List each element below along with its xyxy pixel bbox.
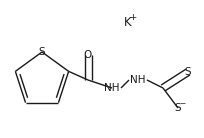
Text: K: K	[124, 15, 132, 29]
Text: +: +	[129, 13, 136, 22]
Text: S: S	[185, 67, 191, 77]
Text: O: O	[84, 50, 92, 60]
Text: −: −	[179, 101, 185, 107]
Text: NH: NH	[130, 75, 146, 85]
Text: S: S	[175, 103, 181, 113]
Text: NH: NH	[104, 83, 120, 93]
Text: S: S	[39, 47, 45, 57]
